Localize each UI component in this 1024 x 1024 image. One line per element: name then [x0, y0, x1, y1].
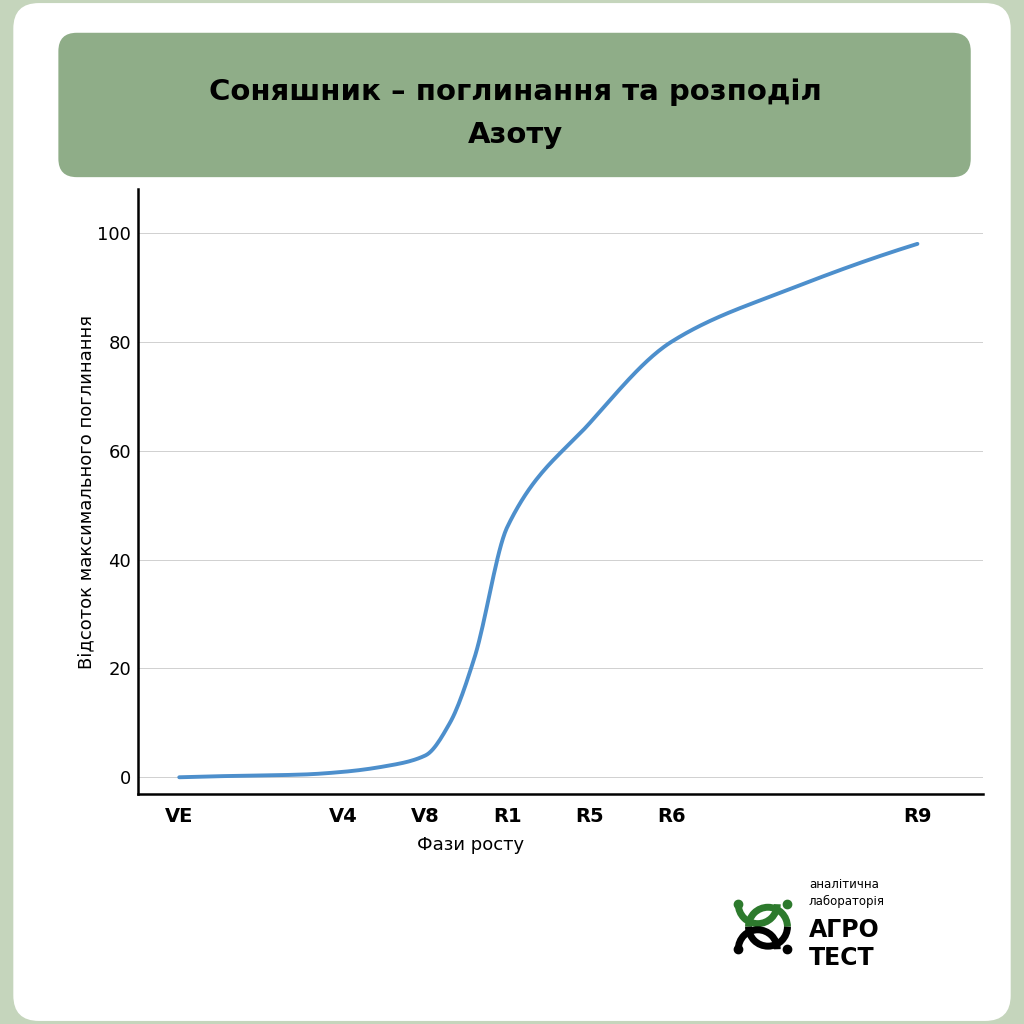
Text: Фази росту: Фази росту — [418, 836, 524, 854]
Y-axis label: Відсоток максимального поглинання: Відсоток максимального поглинання — [77, 314, 95, 669]
Text: АГРО
ТЕСТ: АГРО ТЕСТ — [809, 919, 880, 970]
Text: аналітична
лабораторія: аналітична лабораторія — [809, 878, 885, 908]
Text: Соняшник – поглинання та розподіл: Соняшник – поглинання та розподіл — [209, 78, 821, 106]
Text: Азоту: Азоту — [467, 121, 563, 150]
FancyBboxPatch shape — [13, 3, 1011, 1021]
FancyBboxPatch shape — [58, 33, 971, 177]
